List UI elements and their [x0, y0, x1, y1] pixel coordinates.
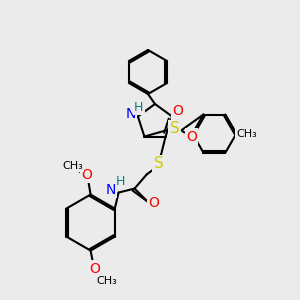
Text: CH₃: CH₃ [96, 276, 117, 286]
Text: S: S [154, 156, 164, 171]
Text: O: O [89, 262, 100, 276]
Text: N: N [172, 107, 182, 122]
Text: S: S [169, 121, 179, 136]
Text: O: O [81, 168, 92, 182]
Text: N: N [105, 183, 116, 196]
Text: O: O [148, 196, 159, 210]
Text: N: N [126, 107, 136, 122]
Text: O: O [172, 103, 183, 118]
Text: H: H [116, 175, 125, 188]
Text: O: O [186, 130, 197, 144]
Text: H: H [134, 101, 144, 114]
Text: CH₃: CH₃ [236, 129, 257, 139]
Text: CH₃: CH₃ [62, 160, 83, 171]
